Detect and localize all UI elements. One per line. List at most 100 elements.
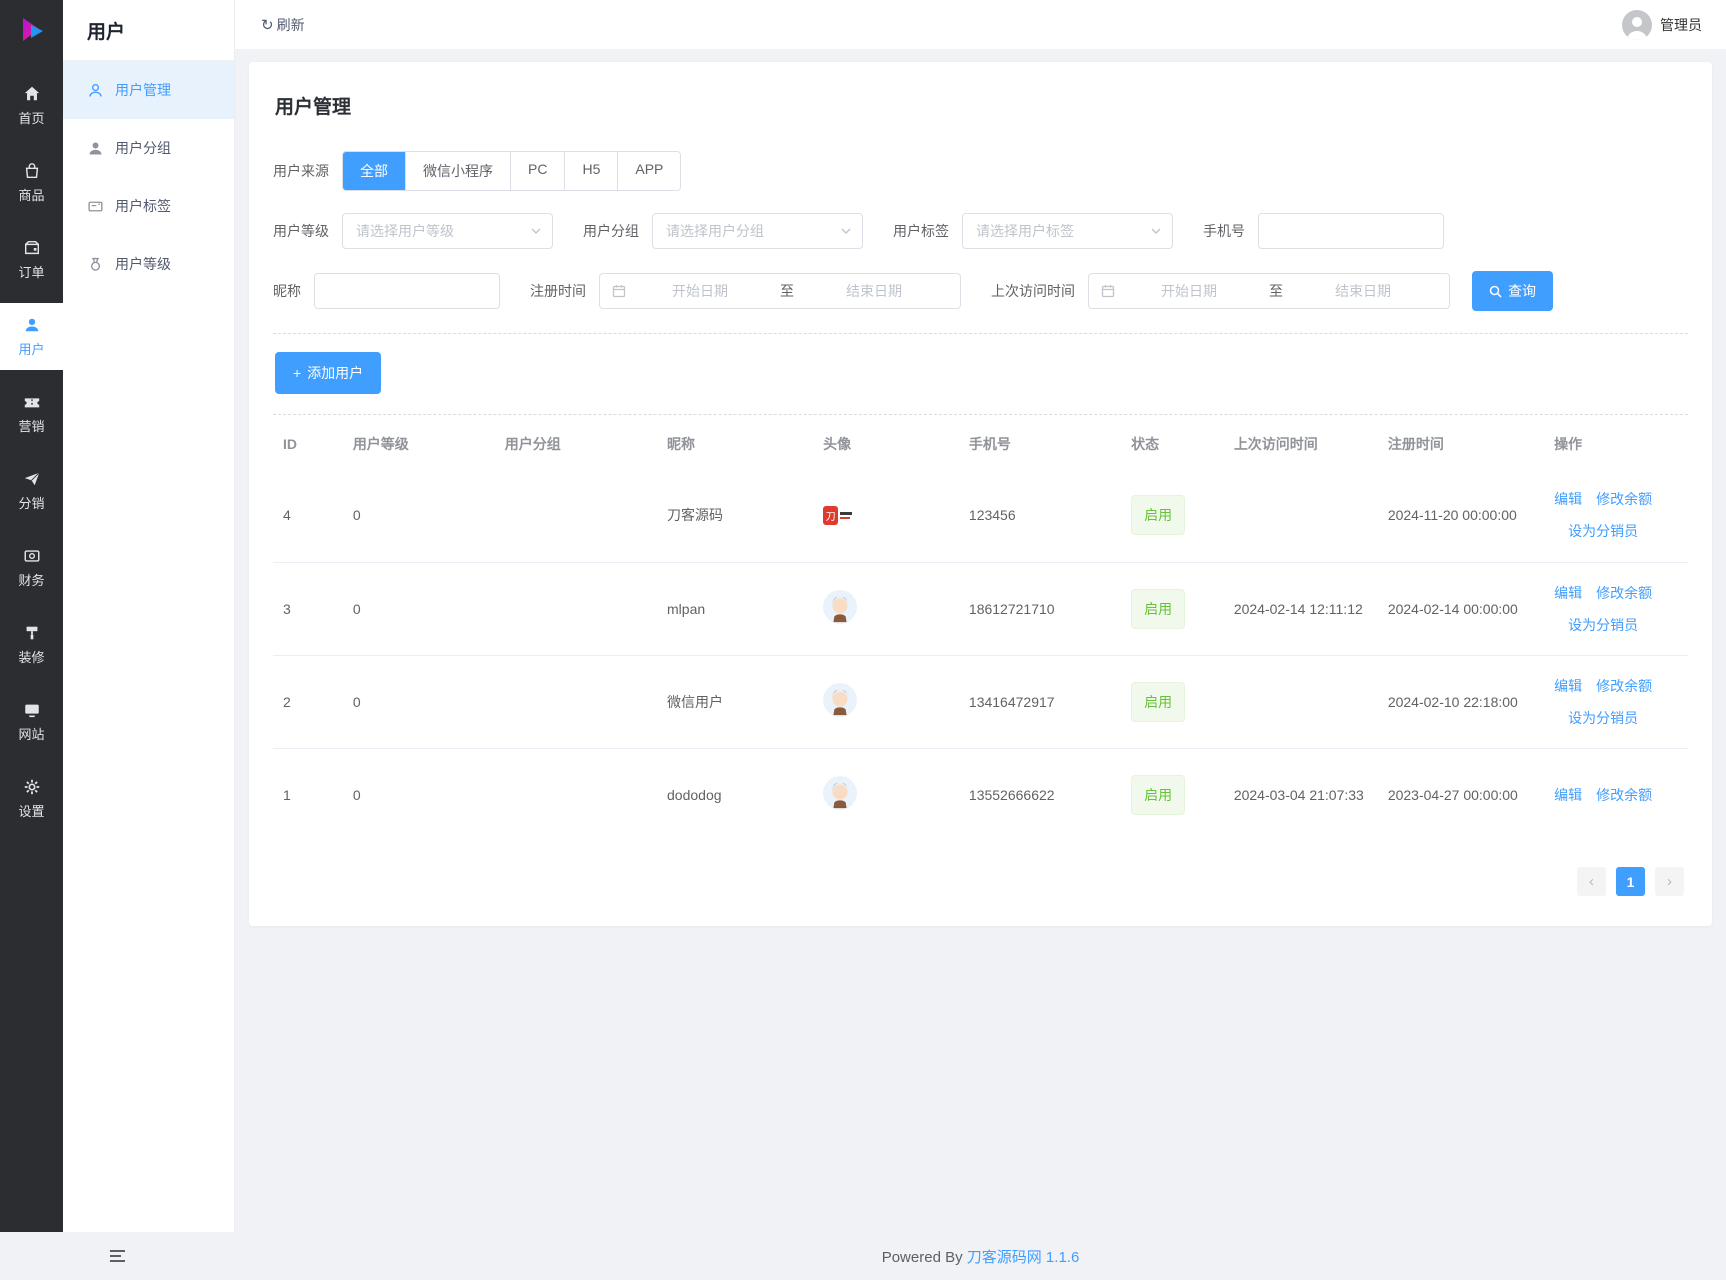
- source-tab-all[interactable]: 全部: [343, 152, 405, 190]
- last-visit-end-placeholder: 结束日期: [1335, 283, 1391, 299]
- cell-avatar: [813, 747, 959, 841]
- cell-level: 0: [352, 507, 361, 524]
- col-header-register-time: 注册时间: [1387, 436, 1444, 452]
- submenu-item-user-level[interactable]: 用户等级: [63, 235, 234, 293]
- cell-phone: 123456: [968, 507, 1016, 524]
- col-header-status: 状态: [1131, 436, 1160, 452]
- cell-phone: 13552666622: [958, 747, 1122, 841]
- medal-icon: [90, 257, 101, 271]
- cell-actions: 编辑 修改余额 设为分销员: [1544, 469, 1688, 562]
- nickname-input[interactable]: [314, 273, 500, 309]
- divider: [273, 414, 1688, 415]
- powered-by-text: Powered By: [881, 1248, 967, 1266]
- collapse-zone: [0, 1250, 235, 1262]
- modify-balance-link[interactable]: 修改余额: [1596, 677, 1653, 694]
- calendar-icon: [1101, 285, 1115, 298]
- submenu-item-label: 用户分组: [115, 140, 171, 156]
- search-button[interactable]: 查询: [1472, 271, 1553, 311]
- cell-status: 启用: [1121, 469, 1224, 562]
- source-tab-pc[interactable]: PC: [510, 152, 565, 190]
- last-visit-date-range[interactable]: 开始日期 至 结束日期: [1088, 273, 1450, 309]
- page-number-current[interactable]: 1: [1616, 867, 1645, 896]
- date-to-label: 至: [780, 283, 794, 299]
- table-row: 3 0 mlpan 18612721710 启用 2024-02: [273, 561, 1688, 655]
- submenu-item-user-tag[interactable]: 用户标签: [63, 177, 234, 235]
- rail-item-settings[interactable]: 设置: [0, 765, 63, 832]
- distribution-icon: [24, 472, 40, 486]
- rail-item-home[interactable]: 首页: [0, 72, 63, 139]
- refresh-button[interactable]: ↻ 刷新: [261, 15, 305, 35]
- rail-item-marketing[interactable]: 营销: [0, 380, 63, 447]
- status-badge: 启用: [1131, 588, 1186, 629]
- submenu-item-user-manage[interactable]: 用户管理: [63, 61, 234, 119]
- source-tab-app[interactable]: APP: [617, 152, 681, 190]
- rail-item-decorate[interactable]: 装修: [0, 611, 63, 678]
- brand-link[interactable]: 刀客源码网: [966, 1248, 1042, 1266]
- edit-link[interactable]: 编辑: [1554, 786, 1583, 803]
- rail-item-distribution[interactable]: 分销: [0, 457, 63, 524]
- table-header-row: ID 用户等级 用户分组 昵称 头像 手机号 状态 上次访问时间 注册时间 操作: [273, 419, 1688, 469]
- edit-link[interactable]: 编辑: [1554, 584, 1583, 601]
- group-select[interactable]: 请选择用户分组: [652, 213, 863, 249]
- admin-avatar: [1622, 9, 1652, 40]
- submenu-item-label: 用户标签: [115, 198, 171, 214]
- cell-nickname: dododog: [657, 747, 814, 841]
- col-header-id: ID: [283, 436, 297, 452]
- cell-nickname: 刀客源码: [667, 507, 724, 524]
- edit-link[interactable]: 编辑: [1554, 491, 1583, 508]
- rail-item-label: 首页: [18, 111, 45, 126]
- main-nav-rail: 首页 商品 订单 用户 营销 分销 财务 装修: [0, 0, 63, 1232]
- cell-nickname: mlpan: [657, 561, 814, 655]
- add-user-button[interactable]: + 添加用户: [275, 352, 382, 394]
- collapse-menu-icon[interactable]: [110, 1250, 125, 1262]
- table-row: 2 0 微信用户 13416472917 启用: [273, 654, 1688, 748]
- submenu-title: 用户: [63, 0, 234, 61]
- admin-menu[interactable]: 管理员: [1622, 9, 1702, 40]
- cell-avatar: 刀: [813, 469, 959, 562]
- group-label: 用户分组: [583, 223, 639, 239]
- level-select-placeholder: 请选择用户等级: [356, 223, 454, 239]
- cell-status: 启用: [1121, 654, 1224, 748]
- edit-link[interactable]: 编辑: [1554, 677, 1583, 694]
- rail-item-label: 用户: [18, 342, 45, 357]
- level-select[interactable]: 请选择用户等级: [342, 213, 553, 249]
- cell-register-time: 2024-02-10 22:18:00: [1377, 654, 1545, 748]
- rail-item-label: 订单: [18, 265, 45, 280]
- register-time-label: 注册时间: [530, 283, 586, 299]
- rail-item-finance[interactable]: 财务: [0, 534, 63, 601]
- bottom-strip: Powered By 刀客源码网 1.1.6: [0, 1232, 1726, 1280]
- refresh-label: 刷新: [276, 16, 305, 33]
- rail-item-goods[interactable]: 商品: [0, 149, 63, 216]
- set-distributor-link[interactable]: 设为分销员: [1568, 523, 1639, 540]
- tag-select[interactable]: 请选择用户标签: [962, 213, 1173, 249]
- logo-icon: [22, 18, 43, 41]
- app-logo[interactable]: [0, 0, 63, 62]
- tag-label: 用户标签: [893, 223, 949, 239]
- register-date-range[interactable]: 开始日期 至 结束日期: [599, 273, 961, 309]
- prev-page-button[interactable]: ‹: [1577, 867, 1606, 896]
- phone-input[interactable]: [1258, 213, 1444, 249]
- cell-status: 启用: [1121, 561, 1224, 655]
- cell-status: 启用: [1121, 747, 1224, 841]
- modify-balance-link[interactable]: 修改余额: [1596, 584, 1653, 601]
- next-page-button[interactable]: ›: [1655, 867, 1684, 896]
- home-icon: [24, 86, 39, 101]
- level-label: 用户等级: [273, 223, 329, 239]
- submenu-item-user-group[interactable]: 用户分组: [63, 119, 234, 177]
- cell-id: 3: [273, 561, 343, 655]
- rail-item-label: 财务: [18, 573, 45, 588]
- modify-balance-link[interactable]: 修改余额: [1596, 491, 1653, 508]
- modify-balance-link[interactable]: 修改余额: [1596, 786, 1653, 803]
- set-distributor-link[interactable]: 设为分销员: [1568, 709, 1639, 726]
- source-tab-h5[interactable]: H5: [564, 152, 618, 190]
- rail-item-orders[interactable]: 订单: [0, 226, 63, 293]
- boy-avatar: [823, 683, 858, 720]
- cell-last-visit: [1223, 654, 1378, 748]
- rail-item-website[interactable]: 网站: [0, 688, 63, 755]
- source-tab-wechat-mini[interactable]: 微信小程序: [405, 152, 510, 190]
- rail-item-label: 商品: [18, 188, 45, 203]
- set-distributor-link[interactable]: 设为分销员: [1568, 616, 1639, 633]
- rail-item-label: 设置: [18, 804, 45, 819]
- rail-item-users[interactable]: 用户: [0, 303, 63, 370]
- cell-last-visit: 2024-02-14 12:11:12: [1223, 561, 1378, 655]
